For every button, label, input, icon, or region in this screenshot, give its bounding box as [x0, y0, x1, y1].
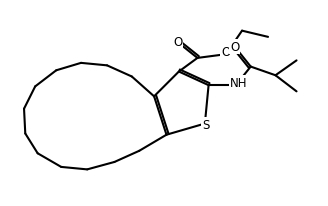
Text: NH: NH — [230, 76, 248, 89]
Text: O: O — [221, 46, 231, 59]
Text: O: O — [173, 36, 182, 49]
Text: O: O — [230, 41, 239, 54]
Text: S: S — [202, 119, 210, 132]
